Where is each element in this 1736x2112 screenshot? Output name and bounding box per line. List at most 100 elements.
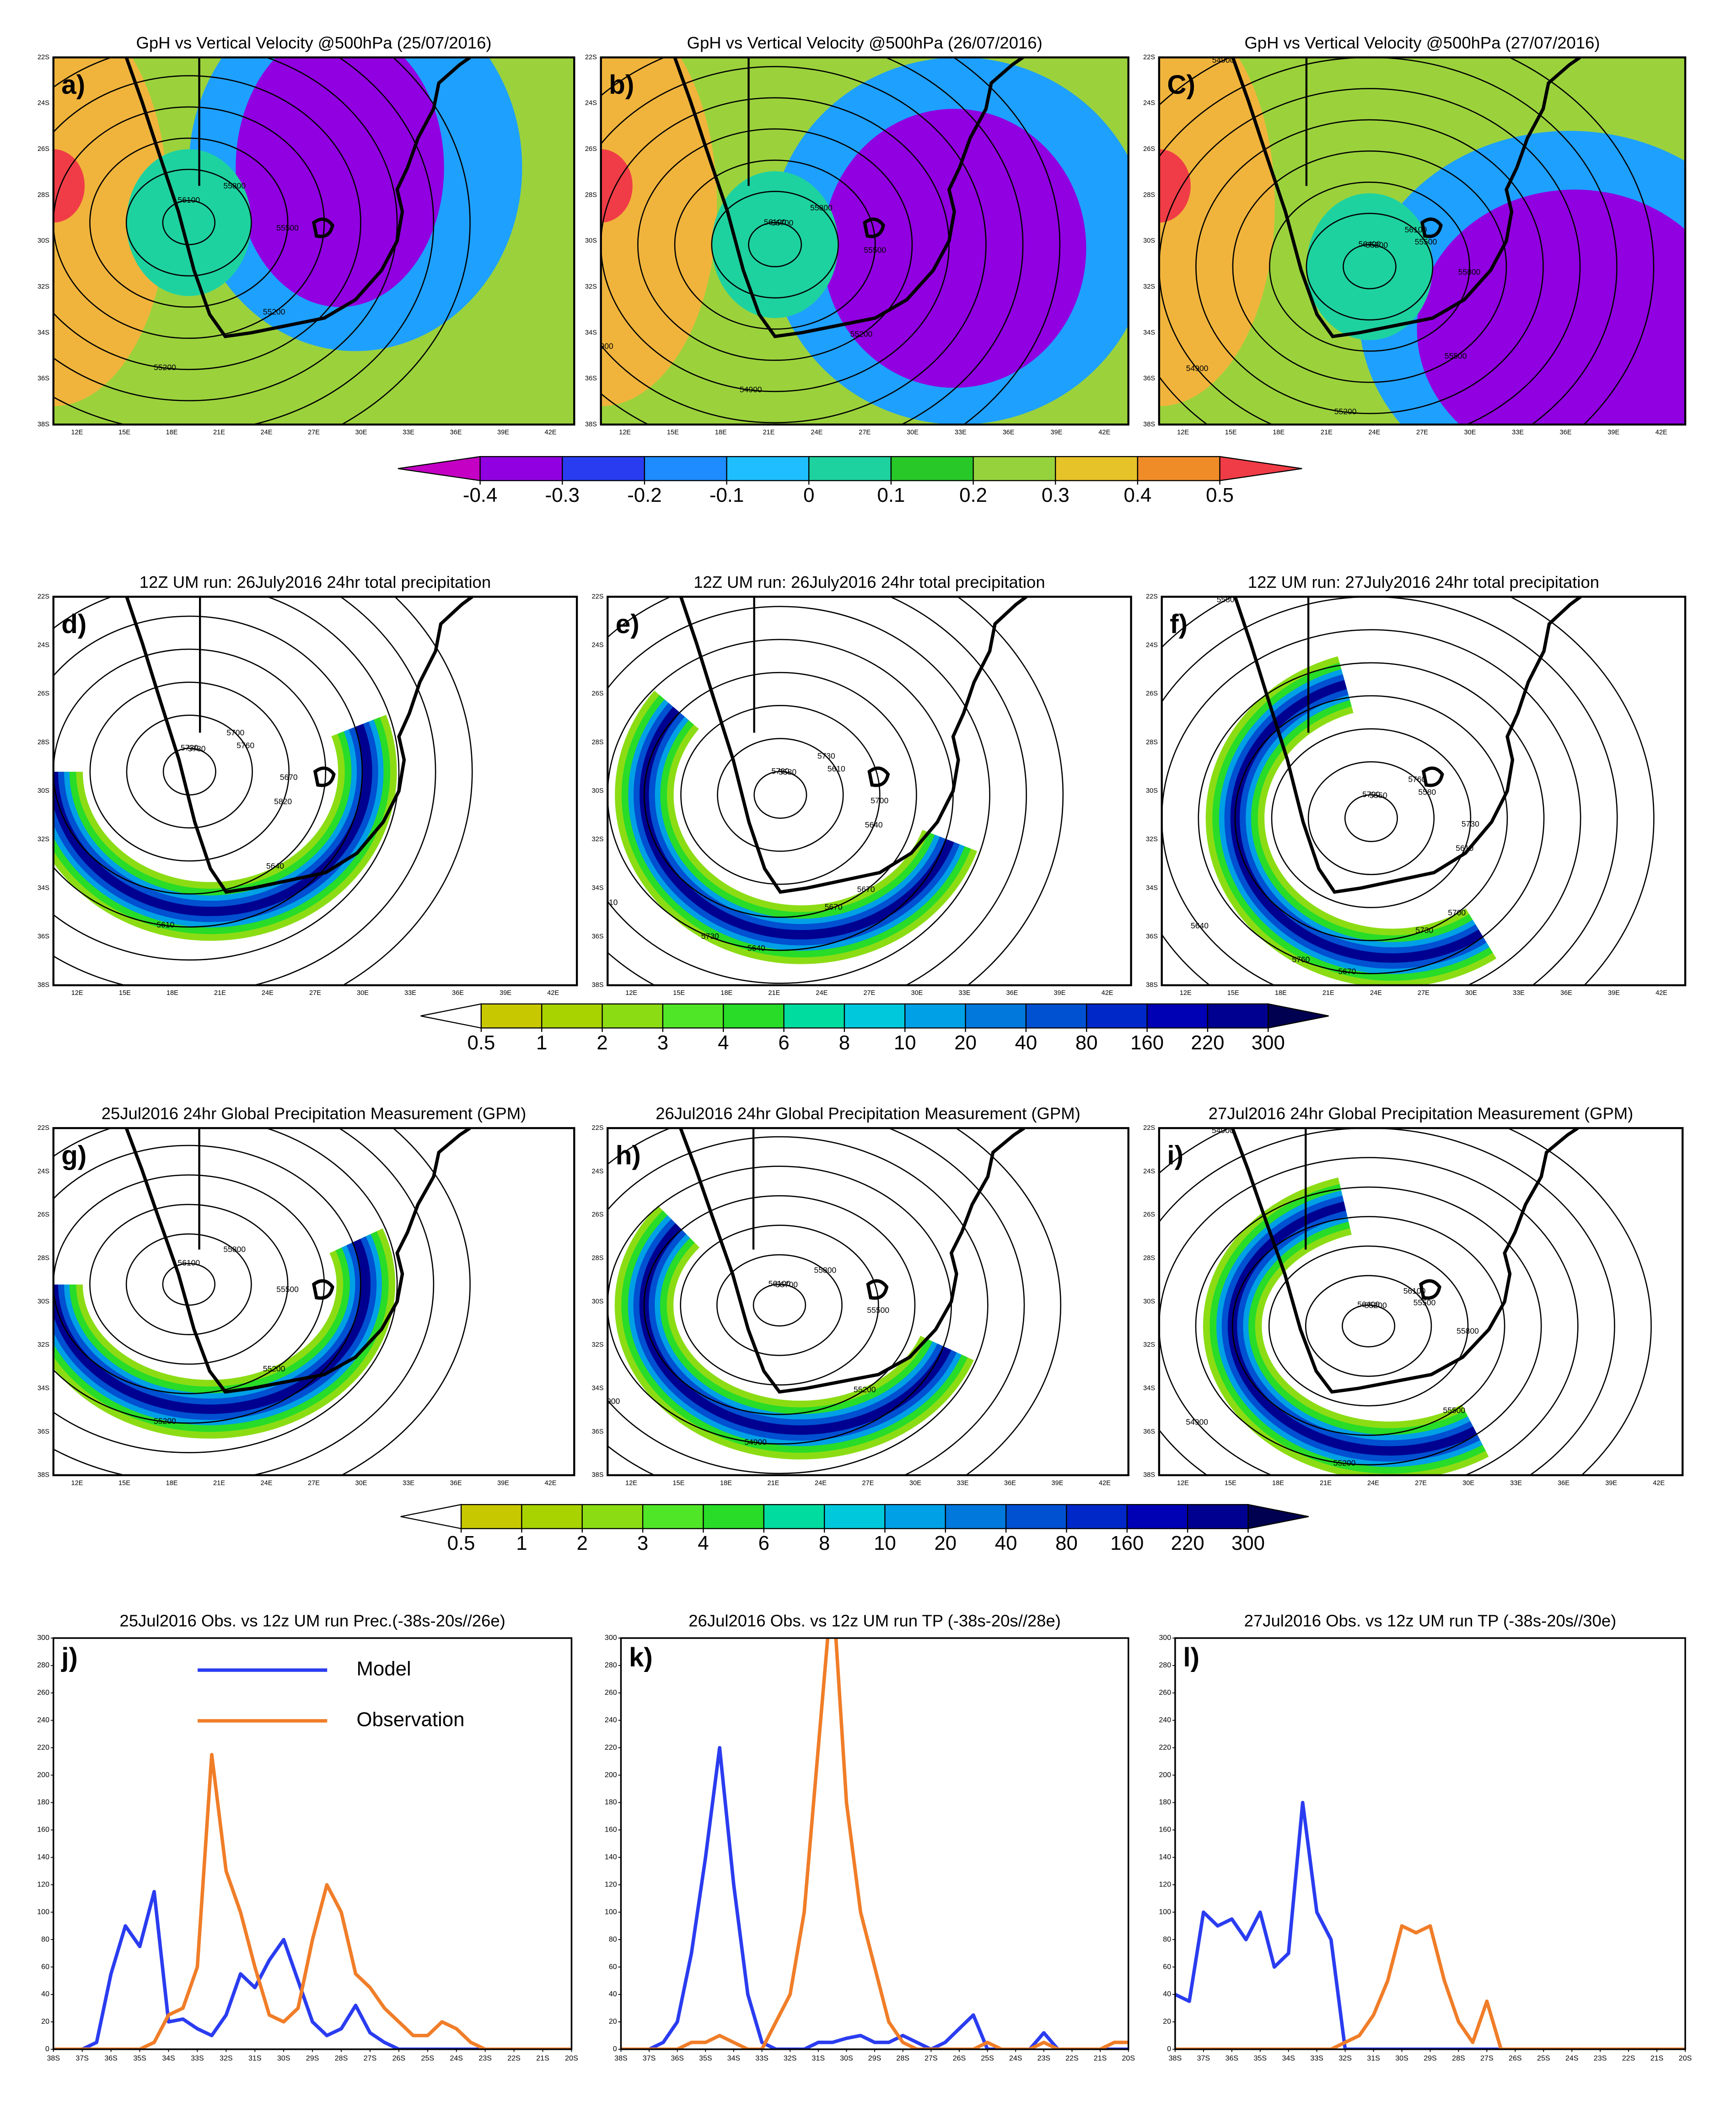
island bbox=[312, 217, 334, 238]
contour-label: 5610 bbox=[1456, 844, 1473, 853]
lat-label: 30S bbox=[1146, 787, 1158, 795]
map-frame bbox=[52, 56, 575, 426]
contour-line bbox=[643, 1195, 916, 1415]
contour-label: 5730 bbox=[817, 751, 835, 760]
lon-label: 30E bbox=[355, 1479, 367, 1487]
contour-line bbox=[1231, 1216, 1505, 1436]
lon-label: 42E bbox=[1102, 989, 1113, 997]
y-tick-label: 200 bbox=[37, 1771, 49, 1779]
contour-label: 55500 bbox=[276, 1284, 299, 1294]
x-tick-label: 32S bbox=[220, 2054, 233, 2062]
contour-label: 55500 bbox=[1415, 237, 1437, 247]
lon-label: 42E bbox=[545, 1479, 557, 1487]
field-area bbox=[126, 149, 252, 296]
lon-label: 12E bbox=[1177, 1479, 1189, 1487]
lat-label: 26S bbox=[1146, 690, 1158, 698]
plot-area bbox=[621, 1638, 1129, 2049]
contour-label: 5760 bbox=[1292, 955, 1310, 964]
lon-label: 27E bbox=[308, 1479, 320, 1487]
lat-label: 24S bbox=[38, 642, 49, 649]
colorbar-tick-label: 20 bbox=[934, 1532, 957, 1554]
contour-label: 5760 bbox=[1408, 774, 1426, 784]
y-tick-label: 100 bbox=[37, 1908, 49, 1916]
colorbar-box bbox=[808, 456, 892, 481]
y-tick-label: 300 bbox=[605, 1634, 617, 1642]
lon-label: 33E bbox=[1510, 1479, 1522, 1487]
lon-label: 33E bbox=[957, 1479, 969, 1487]
contour-line bbox=[1271, 728, 1472, 908]
contour-label: 55500 bbox=[276, 223, 299, 232]
lon-label: 27E bbox=[1416, 429, 1428, 436]
lat-label: 22S bbox=[38, 593, 49, 600]
y-tick-label: 180 bbox=[1159, 1798, 1171, 1806]
colorbar-tick-label: 4 bbox=[698, 1532, 709, 1554]
colorbar-box bbox=[479, 456, 563, 481]
x-tick-label: 22S bbox=[507, 2054, 521, 2062]
panel-label: g) bbox=[61, 1141, 86, 1171]
lat-label: 24S bbox=[592, 1168, 604, 1175]
x-tick-label: 24S bbox=[450, 2054, 463, 2062]
lon-label: 36E bbox=[1003, 429, 1015, 436]
lat-label: 38S bbox=[1146, 982, 1158, 989]
colorbar-tick-label: -0.2 bbox=[627, 484, 661, 506]
colorbar-box bbox=[541, 1003, 603, 1029]
lat-label: 32S bbox=[1143, 1341, 1155, 1349]
contour-label: 54900 bbox=[744, 1437, 767, 1446]
lon-label: 39E bbox=[497, 429, 509, 436]
coastline bbox=[124, 1128, 471, 1394]
lon-label: 36E bbox=[450, 1479, 462, 1487]
plot-area: 5730570056705640561056105640567057305760… bbox=[53, 597, 577, 985]
legend-label: Observation bbox=[356, 1708, 464, 1730]
map-title: GpH vs Vertical Velocity @500hPa (27/07/… bbox=[1244, 33, 1600, 52]
x-tick-label: 21S bbox=[1650, 2054, 1664, 2062]
map-frame bbox=[600, 56, 1129, 426]
lon-label: 24E bbox=[261, 1479, 273, 1487]
contour-line bbox=[716, 1254, 843, 1356]
lon-label: 21E bbox=[214, 989, 226, 997]
contour-line bbox=[126, 715, 253, 829]
plot-area: 5610055800555005520054900549005520055500… bbox=[601, 57, 1129, 425]
colorbar-tick-label: 0.3 bbox=[1042, 484, 1070, 506]
map-title: GpH vs Vertical Velocity @500hPa (26/07/… bbox=[687, 33, 1043, 52]
lon-label: 12E bbox=[71, 989, 83, 997]
colorbar-arrow bbox=[1219, 456, 1302, 481]
y-tick-label: 260 bbox=[37, 1688, 49, 1697]
contour-line bbox=[53, 615, 363, 928]
contour-line bbox=[753, 771, 807, 819]
colorbar-tick-label: 8 bbox=[819, 1532, 830, 1554]
x-tick-label: 32S bbox=[1338, 2054, 1352, 2062]
colorbar-box bbox=[1187, 1504, 1249, 1529]
chart-title: 25Jul2016 Obs. vs 12z UM run Prec.(-38s-… bbox=[119, 1612, 505, 1630]
contour-label: 55200 bbox=[263, 1364, 285, 1373]
lon-label: 21E bbox=[763, 429, 775, 436]
contour-label: 55500 bbox=[864, 245, 886, 254]
contour-line bbox=[1161, 597, 1618, 985]
lat-label: 32S bbox=[1143, 283, 1155, 290]
field-area bbox=[53, 149, 85, 223]
precipitation-band bbox=[53, 627, 372, 916]
lat-label: 24S bbox=[592, 642, 604, 649]
chart-title: 26Jul2016 Obs. vs 12z UM run TP (-38s-20… bbox=[688, 1612, 1061, 1630]
lon-label: 42E bbox=[545, 429, 557, 436]
field-area bbox=[1159, 149, 1191, 223]
contour-label: 55200 bbox=[854, 1385, 876, 1394]
colorbar-box bbox=[904, 1003, 966, 1029]
lat-label: 38S bbox=[38, 982, 49, 989]
contour-line bbox=[53, 1128, 435, 1475]
colorbar-tick-label: 3 bbox=[657, 1032, 668, 1054]
x-tick-label: 36S bbox=[671, 2054, 684, 2062]
contour-label: 54900 bbox=[1186, 364, 1209, 373]
field-area bbox=[1417, 189, 1686, 425]
colorbar-tick-label: 0.1 bbox=[877, 484, 905, 506]
panel-label: a) bbox=[61, 70, 85, 100]
lon-label: 36E bbox=[1558, 1479, 1569, 1487]
series-line bbox=[53, 1890, 572, 2049]
x-tick-label: 27S bbox=[364, 2054, 377, 2062]
lon-label: 27E bbox=[859, 429, 871, 436]
lon-label: 18E bbox=[1272, 1479, 1284, 1487]
contour-line bbox=[53, 597, 436, 985]
colorbar-box bbox=[662, 1003, 724, 1029]
lat-label: 38S bbox=[38, 1472, 49, 1479]
coastline bbox=[679, 597, 1027, 894]
lon-label: 39E bbox=[497, 1479, 509, 1487]
